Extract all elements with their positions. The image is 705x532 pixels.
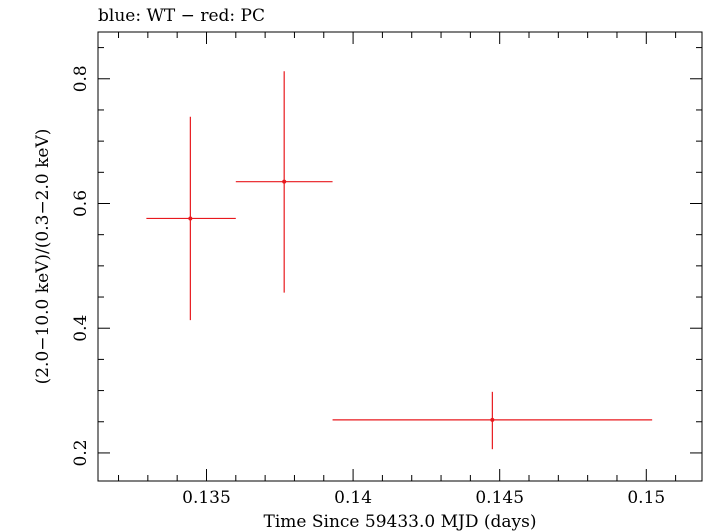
data-marker	[490, 417, 495, 422]
y-tick-label: 0.8	[71, 65, 91, 92]
x-tick-labels: 0.135 0.14 0.145 0.15	[182, 488, 665, 508]
data-point	[332, 391, 653, 450]
y-tick-label: 0.6	[71, 190, 91, 217]
x-tick-label: 0.135	[182, 488, 231, 508]
x-tick-label: 0.145	[475, 488, 524, 508]
axis-ticks	[98, 32, 702, 481]
y-tick-label: 0.2	[71, 439, 91, 466]
chart-title: blue: WT − red: PC	[98, 6, 265, 26]
data-point	[146, 116, 236, 321]
y-axis-label: (2.0−10.0 keV)/(0.3−2.0 keV)	[33, 129, 53, 385]
plot-frame	[97, 31, 703, 482]
data-marker	[282, 179, 287, 184]
x-axis-label: Time Since 59433.0 MJD (days)	[264, 512, 537, 532]
y-tick-label: 0.4	[71, 315, 91, 342]
data-points	[146, 71, 653, 450]
x-tick-label: 0.15	[627, 488, 665, 508]
data-point	[235, 71, 333, 293]
y-tick-labels: 0.2 0.4 0.6 0.8	[71, 65, 91, 466]
data-marker	[188, 216, 193, 221]
x-tick-label: 0.14	[334, 488, 372, 508]
